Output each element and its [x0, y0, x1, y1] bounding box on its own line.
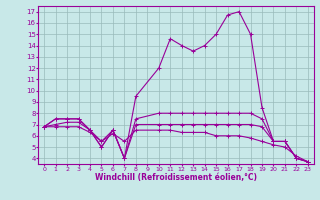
X-axis label: Windchill (Refroidissement éolien,°C): Windchill (Refroidissement éolien,°C) — [95, 173, 257, 182]
